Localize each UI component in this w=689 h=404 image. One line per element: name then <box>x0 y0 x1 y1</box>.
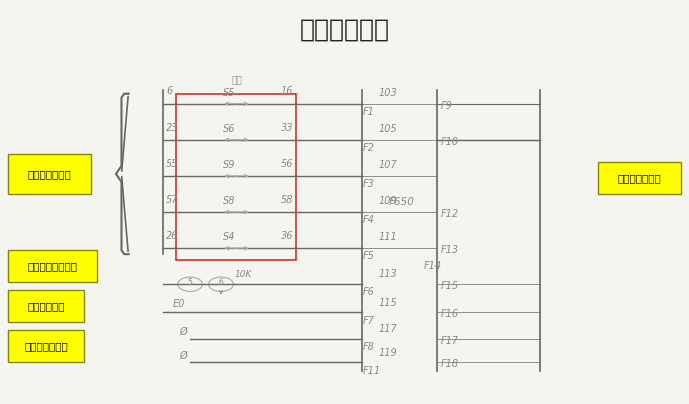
Text: 36: 36 <box>280 231 293 241</box>
Text: Ø: Ø <box>179 327 187 337</box>
Bar <box>176 94 296 260</box>
Text: F2: F2 <box>363 143 375 153</box>
Text: 58: 58 <box>280 195 293 205</box>
Text: S6: S6 <box>223 124 236 134</box>
Text: 预留的备用输入: 预留的备用输入 <box>24 341 68 351</box>
Text: F6: F6 <box>363 288 375 297</box>
Text: F16: F16 <box>440 309 459 319</box>
Text: 16: 16 <box>280 86 293 97</box>
Text: F650: F650 <box>389 197 415 207</box>
Text: 26: 26 <box>166 231 178 241</box>
Text: 输入信号公共端: 输入信号公共端 <box>618 173 661 183</box>
Text: F11: F11 <box>363 366 381 376</box>
Text: S5: S5 <box>223 88 236 98</box>
Text: 5: 5 <box>187 278 192 287</box>
Text: Ø: Ø <box>179 351 187 360</box>
Text: 109: 109 <box>379 196 398 206</box>
Text: 57: 57 <box>166 195 178 205</box>
Text: F14: F14 <box>424 261 442 271</box>
Text: S8: S8 <box>223 196 236 206</box>
Text: 113: 113 <box>379 269 398 280</box>
Text: F3: F3 <box>363 179 375 189</box>
Text: 6: 6 <box>166 86 172 97</box>
Text: F9: F9 <box>440 101 453 111</box>
Bar <box>8 290 84 322</box>
Text: 接地开关信号: 接地开关信号 <box>28 301 65 311</box>
Text: F10: F10 <box>440 137 459 147</box>
Text: 6: 6 <box>218 278 223 287</box>
Text: 触点: 触点 <box>231 77 242 86</box>
Text: 断路器内部信号: 断路器内部信号 <box>28 169 71 179</box>
Text: 56: 56 <box>280 159 293 169</box>
Text: F17: F17 <box>440 336 459 346</box>
Text: F13: F13 <box>440 245 459 255</box>
Text: F8: F8 <box>363 343 375 352</box>
Bar <box>8 250 97 282</box>
Text: 105: 105 <box>379 124 398 134</box>
Text: F15: F15 <box>440 281 459 291</box>
Text: 信号接口回路: 信号接口回路 <box>300 17 389 42</box>
Text: 119: 119 <box>379 348 398 358</box>
Text: 111: 111 <box>379 232 398 242</box>
Text: 107: 107 <box>379 160 398 170</box>
Text: S9: S9 <box>223 160 236 170</box>
Text: 10K: 10K <box>234 270 252 279</box>
Text: 115: 115 <box>379 297 398 307</box>
Text: F18: F18 <box>440 360 459 370</box>
Text: F4: F4 <box>363 215 375 225</box>
Text: F7: F7 <box>363 316 375 326</box>
Bar <box>8 154 90 194</box>
Text: F5: F5 <box>363 251 375 261</box>
Text: 远方操作允许信号: 远方操作允许信号 <box>28 261 78 271</box>
Bar <box>599 162 681 194</box>
Text: F12: F12 <box>440 209 459 219</box>
Text: 103: 103 <box>379 88 398 98</box>
Text: 55: 55 <box>166 159 178 169</box>
Text: 117: 117 <box>379 324 398 335</box>
Text: 23: 23 <box>166 122 178 133</box>
Text: E0: E0 <box>173 299 185 309</box>
Text: F1: F1 <box>363 107 375 117</box>
Text: 33: 33 <box>280 122 293 133</box>
Text: S4: S4 <box>223 232 236 242</box>
Bar <box>8 330 84 362</box>
